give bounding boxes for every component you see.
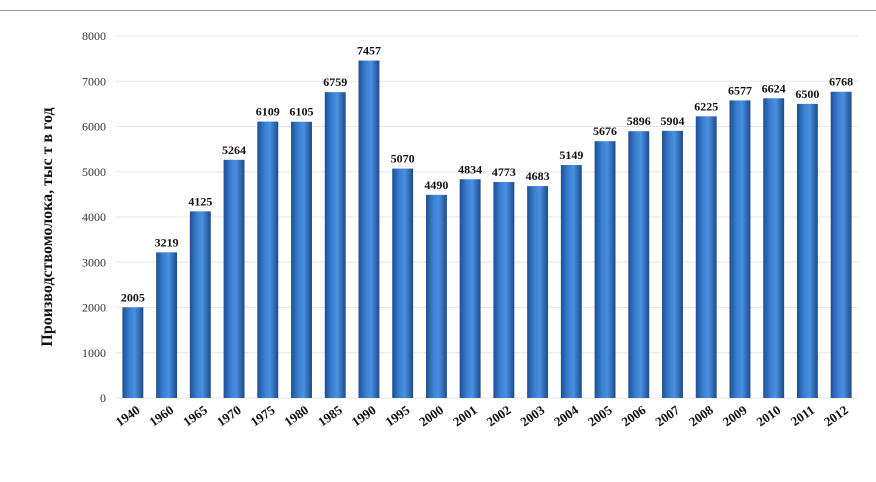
x-tick-label: 2010 <box>754 402 784 429</box>
x-tick-label: 2005 <box>585 402 615 429</box>
x-tick-label: 1975 <box>248 402 278 429</box>
bar-2005 <box>594 141 616 398</box>
x-tick-label: 1995 <box>383 402 413 429</box>
x-tick-label: 2008 <box>686 402 716 429</box>
x-tick-label: 2000 <box>416 402 446 429</box>
x-tick-label: 1980 <box>281 402 311 429</box>
bar-2007 <box>662 130 683 398</box>
bar-2012 <box>830 91 852 399</box>
x-tick-label: 2011 <box>788 402 817 429</box>
bar-1965 <box>189 211 211 398</box>
x-tick-label: 1940 <box>113 402 143 429</box>
x-tick-label: 1985 <box>315 402 345 429</box>
bar-2000 <box>425 194 447 398</box>
y-tick-label: 2000 <box>82 301 106 315</box>
bar-2010 <box>763 98 785 398</box>
bar-2004 <box>560 165 582 398</box>
data-label: 6109 <box>256 105 280 119</box>
x-tick-label: 2004 <box>551 402 581 429</box>
data-label: 7457 <box>357 44 381 58</box>
x-tick-label: 2002 <box>484 402 514 429</box>
bar-2003 <box>527 186 549 398</box>
bar-2006 <box>628 131 650 398</box>
data-label: 6500 <box>795 87 819 101</box>
data-label: 5904 <box>661 114 685 128</box>
data-label: 5264 <box>222 143 246 157</box>
bar-2011 <box>796 103 818 398</box>
data-label: 5149 <box>559 148 583 162</box>
bar-1970 <box>223 159 245 398</box>
x-tick-label: 2006 <box>619 402 649 429</box>
x-tick-label: 2012 <box>821 402 851 429</box>
x-axis-ticks: 1940 1960 1965 1970 1975 1980 1985 1990 1995 2000… <box>113 402 851 429</box>
data-label: 5896 <box>627 114 651 128</box>
x-tick-label: 2001 <box>450 402 480 429</box>
data-label: 6225 <box>694 99 718 113</box>
x-tick-label: 2007 <box>652 402 682 429</box>
bar-1940 <box>122 307 144 398</box>
data-label: 6624 <box>762 81 786 95</box>
y-axis-ticks: 0 1000 2000 3000 4000 5000 6000 7000 8000 <box>82 29 106 405</box>
data-label: 6768 <box>829 75 853 89</box>
data-label: 4683 <box>526 169 550 183</box>
x-tick-label: 1960 <box>146 402 176 429</box>
x-tick-label: 1990 <box>349 402 379 429</box>
data-label: 6759 <box>323 75 347 89</box>
bar-1980 <box>291 121 312 398</box>
y-tick-label: 6000 <box>82 120 106 134</box>
x-tick-label: 1965 <box>180 402 210 429</box>
y-tick-label: 1000 <box>82 346 106 360</box>
y-axis-title: Производствомолока, тыс т в год <box>39 107 56 346</box>
data-label: 3219 <box>155 235 179 249</box>
data-labels: 2005 3219 4125 5264 6109 6105 6759 7457 5070 4490… <box>121 44 853 305</box>
bars <box>122 60 852 399</box>
y-tick-label: 5000 <box>82 165 106 179</box>
top-divider <box>0 10 876 11</box>
y-tick-label: 0 <box>100 391 106 405</box>
data-label: 4773 <box>492 165 516 179</box>
data-label: 4125 <box>188 194 212 208</box>
y-tick-label: 7000 <box>82 74 106 88</box>
data-label: 4490 <box>424 178 448 192</box>
data-label: 5676 <box>593 124 617 138</box>
data-label: 6105 <box>290 105 314 119</box>
bar-1975 <box>257 121 279 398</box>
bar-1990 <box>358 60 380 399</box>
y-tick-label: 8000 <box>82 29 106 43</box>
bar-1995 <box>392 168 414 398</box>
bar-1985 <box>324 92 346 399</box>
bar-2002 <box>493 182 515 398</box>
x-tick-label: 2003 <box>517 402 547 429</box>
bar-2009 <box>729 100 751 398</box>
bar-1960 <box>156 252 178 398</box>
data-label: 5070 <box>391 152 415 166</box>
bar-2008 <box>695 116 717 398</box>
data-label: 4834 <box>458 162 482 176</box>
bar-2001 <box>459 179 481 398</box>
data-label: 6577 <box>728 83 752 97</box>
data-label: 2005 <box>121 290 145 304</box>
x-tick-label: 2009 <box>720 402 750 429</box>
y-tick-label: 4000 <box>82 210 106 224</box>
x-tick-label: 1970 <box>214 402 244 429</box>
y-tick-label: 3000 <box>82 255 106 269</box>
